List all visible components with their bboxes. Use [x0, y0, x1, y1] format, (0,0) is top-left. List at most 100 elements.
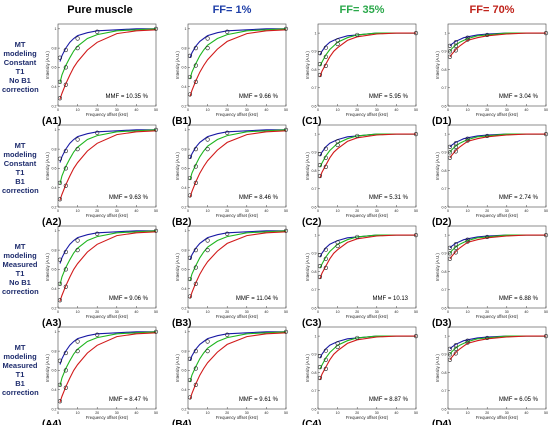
panel-d4-axes: [447, 326, 547, 410]
row-header-3-line-3: No B1 correction: [2, 278, 39, 296]
panel-c4-point-6: [323, 357, 328, 362]
panel-c1-xtick-label-4: 40: [394, 108, 398, 112]
panel-a3-xtick-label-1: 10: [76, 310, 80, 314]
panel-a2-point-3: [95, 130, 100, 135]
panel-c3-point-6: [323, 256, 328, 261]
panel-c3-curve-blue: [319, 234, 416, 258]
panel-c1-mmf-label: MMF = 5.95 %: [369, 94, 409, 100]
row-header-4-line-3: B1 correction: [2, 379, 39, 397]
panel-a1-xtick-label-3: 30: [115, 108, 119, 112]
panel-c1-xtick-label-3: 30: [375, 108, 379, 112]
panel-a1-xtick-label-2: 20: [95, 108, 99, 112]
panel-a2-label: (A2): [42, 217, 61, 228]
panel-b4-mmf-label: MMF = 9.61 %: [239, 397, 279, 403]
panel-b3: 0 10 20 30 40 50 0.2 0.4 0.6 0.8 1 Frequency offset…: [172, 225, 289, 329]
panel-a1-xtick-label-4: 40: [134, 108, 138, 112]
panel-d2-point-6: [453, 144, 458, 149]
panel-b3-point-2: [205, 238, 210, 243]
panel-a1-point-0: [57, 55, 63, 60]
panel-c2-point-1: [323, 146, 328, 151]
panel-d2-point-4: [543, 132, 549, 137]
panel-a2-curve-blue: [59, 129, 156, 163]
panel-d4-xtick-label-2: 20: [485, 411, 489, 415]
panel-a4-point-2: [75, 339, 80, 344]
panel-d2-xtick-label-4: 40: [524, 209, 528, 213]
panel-a1-xtick-label-1: 10: [76, 108, 80, 112]
panel-b1-curve-red: [189, 29, 287, 97]
panel-c1: 0 10 20 30 40 50 0.6 0.7 0.8 0.9 1 Frequency offset…: [302, 23, 419, 127]
panel-b2: 0 10 20 30 40 50 0.2 0.4 0.6 0.8 1 Frequency offset…: [172, 124, 289, 228]
panel-c2-ytick-label-2: 0.8: [312, 169, 317, 173]
panel-a3-point-9: [63, 284, 68, 289]
panel-d2-xlabel: Frequency offset (kHz): [476, 213, 519, 218]
panel-d2: 0 10 20 30 40 50 0.6 0.7 0.8 0.9 1 Frequency offset…: [432, 124, 549, 228]
panel-a3-ytick-label-2: 0.6: [52, 268, 57, 272]
panel-c4-ytick-label-2: 0.8: [312, 371, 317, 375]
panel-c1-point-5: [317, 61, 323, 67]
panel-d2-point-9: [453, 149, 458, 154]
panel-c1-point-0: [317, 51, 323, 56]
row-header-1: MT modeling Constant T1 No B1 correction: [2, 40, 39, 94]
panel-a4-xtick-label-0: 0: [57, 411, 59, 415]
panel-a3-mmf-label: MMF = 9.06 %: [109, 296, 149, 302]
panel-c2-xlabel: Frequency offset (kHz): [346, 213, 389, 218]
panel-c1-curve-blue: [319, 32, 416, 56]
panel-c1-curve-red: [319, 32, 416, 77]
panel-c3-ytick-label-4: 1: [315, 233, 317, 237]
panel-c3: 0 10 20 30 40 50 0.6 0.7 0.8 0.9 1 Frequency offset…: [302, 225, 419, 329]
panel-c3-xtick-label-4: 40: [394, 310, 398, 314]
panel-a4-point-6: [63, 368, 68, 373]
panel-c2-point-7: [335, 142, 340, 148]
panel-d4-label: (D4): [432, 419, 451, 425]
panel-a4-point-3: [95, 332, 100, 337]
panel-c1-point-4: [413, 31, 419, 36]
panel-b4-xtick-label-4: 40: [264, 411, 268, 415]
panel-a4-ylabel: Intensity (A.U.): [45, 354, 50, 382]
panel-a4-xtick-label-3: 30: [115, 411, 119, 415]
panel-b3-ylabel: Intensity (A.U.): [175, 253, 180, 281]
panel-b3-point-4: [283, 228, 289, 233]
panel-a1-axes: [57, 23, 157, 107]
panel-d3-ytick-label-3: 0.9: [442, 252, 447, 256]
panel-d3-point-4: [543, 233, 549, 238]
panel-c3-point-9: [323, 265, 328, 271]
panel-b1-point-8: [187, 92, 193, 97]
panel-c2-xtick-label-1: 10: [336, 209, 340, 213]
panel-d1-xtick-label-1: 10: [466, 108, 470, 112]
panel-d1-ytick-label-1: 0.7: [442, 86, 447, 90]
panel-a4-ytick-label-4: 1: [55, 330, 57, 334]
panel-a4-curve-blue: [59, 331, 156, 365]
panel-d1-ytick-label-0: 0.6: [442, 104, 447, 108]
panel-c3-xtick-label-1: 10: [336, 310, 340, 314]
panel-a4-xlabel: Frequency offset (kHz): [86, 415, 129, 420]
panel-b4-curve-green: [189, 331, 287, 383]
panel-b2-xlabel: Frequency offset (kHz): [216, 213, 259, 218]
panel-d3-ytick-label-2: 0.8: [442, 270, 447, 274]
panel-b1: 0 10 20 30 40 50 0.2 0.4 0.6 0.8 1 Frequency offset…: [172, 23, 289, 127]
panel-a3-point-1: [63, 249, 68, 255]
panel-d3-axes: [447, 225, 547, 309]
panel-a1-xtick-label-5: 50: [154, 108, 158, 112]
panel-b1-ytick-label-1: 0.4: [182, 85, 187, 89]
panel-a4-point-0: [57, 358, 63, 363]
panel-d2-point-3: [485, 133, 490, 139]
panel-d2-ytick-label-4: 1: [445, 132, 447, 136]
panel-d1-xtick-label-0: 0: [447, 108, 449, 112]
panel-d1-xlabel: Frequency offset (kHz): [476, 112, 519, 117]
panel-d2-ytick-label-1: 0.7: [442, 187, 447, 191]
panel-b1-ytick-label-4: 1: [185, 27, 187, 31]
panel-a4-point-8: [57, 399, 63, 404]
panel-b4: 0 10 20 30 40 50 0.2 0.4 0.6 0.8 1 Frequency offset…: [172, 326, 289, 425]
panel-b2-point-9: [193, 180, 198, 185]
panel-a1-curve-green: [59, 28, 157, 83]
panel-c4: 0 10 20 30 40 50 0.6 0.7 0.8 0.9 1 Frequency offset…: [302, 326, 419, 425]
panel-c2-point-4: [413, 132, 419, 137]
panel-a3-xtick-label-2: 20: [95, 310, 99, 314]
panel-a1-ytick-label-4: 1: [55, 27, 57, 31]
panel-b3-point-1: [193, 248, 198, 253]
panel-a3-point-4: [153, 228, 159, 233]
panel-d4-curve-green: [449, 335, 546, 355]
panel-a2-axes: [57, 124, 157, 208]
panel-d1-point-6: [453, 43, 458, 48]
panel-c2-xtick-label-4: 40: [394, 209, 398, 213]
